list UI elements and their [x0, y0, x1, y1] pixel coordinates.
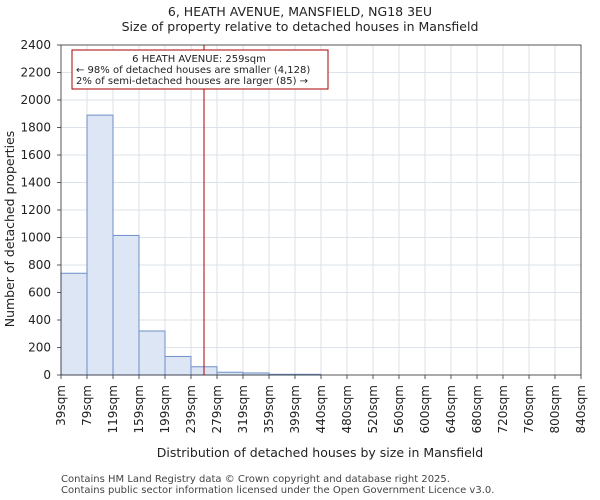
x-axis-label: Distribution of detached houses by size … [157, 445, 483, 460]
x-tick-label: 359sqm [262, 385, 276, 433]
bars [60, 114, 322, 376]
x-tick-label: 600sqm [418, 385, 432, 433]
bar-79sqm [86, 114, 114, 376]
x-tick-label: 840sqm [574, 385, 588, 433]
y-tick-label: 800 [28, 258, 51, 272]
bar-279sqm [216, 371, 244, 376]
bar-119sqm [112, 234, 140, 376]
x-axis-ticks: 39sqm 79sqm 119sqm 159sqm 199sqm 239sqm 279sqm… [54, 375, 588, 433]
y-tick-label: 1400 [20, 176, 51, 190]
x-tick-label: 720sqm [496, 385, 510, 433]
histogram-chart: 6, HEATH AVENUE, MANSFIELD, NG18 3EU Siz… [2, 4, 588, 460]
plot-frame [60, 44, 582, 376]
x-tick-label: 239sqm [184, 385, 198, 433]
x-tick-label: 119sqm [106, 385, 120, 433]
y-tick-label: 1200 [20, 203, 51, 217]
y-tick-label: 400 [28, 313, 51, 327]
x-tick-label: 319sqm [236, 385, 250, 433]
x-tick-label: 680sqm [470, 385, 484, 433]
annotation-box [71, 49, 329, 90]
y-tick-label: 2400 [20, 38, 51, 52]
y-tick-label: 2000 [20, 93, 51, 107]
footer-line-2: Contains public sector information licen… [61, 485, 495, 496]
y-tick-label: 0 [43, 368, 51, 382]
annotation-line-1: 6 HEATH AVENUE: 259sqm [132, 54, 266, 65]
y-tick-label: 200 [28, 341, 51, 355]
x-tick-label: 79sqm [80, 385, 94, 426]
bar-199sqm [164, 355, 192, 376]
bar-39sqm [60, 272, 88, 376]
chart-title-line-2: Size of property relative to detached ho… [122, 19, 479, 34]
x-tick-label: 199sqm [158, 385, 172, 433]
x-tick-label: 800sqm [548, 385, 562, 433]
annotation-line-3: 2% of semi-detached houses are larger (8… [76, 76, 308, 87]
y-tick-label: 1600 [20, 148, 51, 162]
chart-title-line-1: 6, HEATH AVENUE, MANSFIELD, NG18 3EU [168, 4, 432, 19]
y-tick-label: 2200 [20, 66, 51, 80]
x-tick-label: 480sqm [340, 385, 354, 433]
annotation-line-2: ← 98% of detached houses are smaller (4,… [76, 65, 310, 76]
y-axis-label: Number of detached properties [2, 131, 17, 328]
y-axis-ticks: 0 200 400 600 800 1000 1200 1400 1600 1800 2000 220… [20, 38, 61, 382]
x-tick-label: 39sqm [54, 385, 68, 426]
x-tick-label: 640sqm [444, 385, 458, 433]
footer-line-1: Contains HM Land Registry data © Crown c… [61, 474, 450, 485]
x-tick-label: 159sqm [132, 385, 146, 433]
x-tick-label: 440sqm [314, 385, 328, 433]
bar-159sqm [138, 330, 166, 376]
x-tick-label: 520sqm [366, 385, 380, 433]
y-tick-label: 1000 [20, 231, 51, 245]
x-tick-label: 279sqm [210, 385, 224, 433]
x-tick-label: 760sqm [522, 385, 536, 433]
y-tick-label: 600 [28, 286, 51, 300]
x-tick-label: 399sqm [288, 385, 302, 433]
y-tick-label: 1800 [20, 121, 51, 135]
x-tick-label: 560sqm [392, 385, 406, 433]
